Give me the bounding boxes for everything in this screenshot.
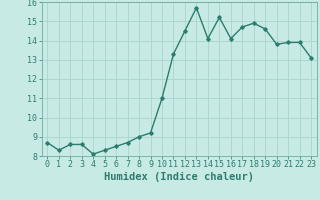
X-axis label: Humidex (Indice chaleur): Humidex (Indice chaleur) [104,172,254,182]
